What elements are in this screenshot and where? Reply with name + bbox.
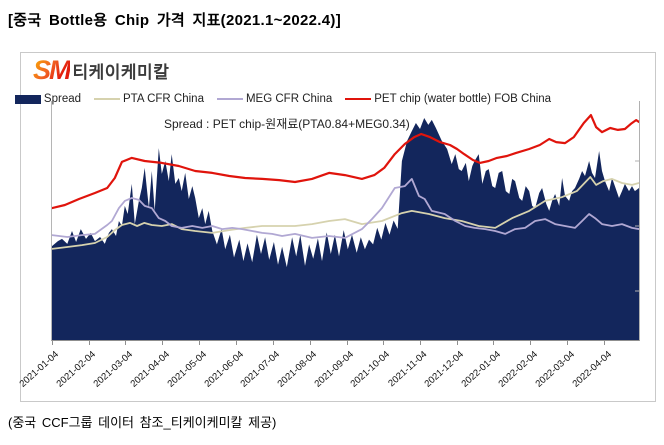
x-tick-mark bbox=[162, 341, 164, 345]
x-tick-mark bbox=[52, 341, 53, 345]
x-tick-mark bbox=[346, 341, 348, 345]
x-tick-label: 2022-04-04 bbox=[570, 349, 614, 390]
x-tick-label: 2021-03-04 bbox=[91, 349, 135, 390]
x-tick-mark bbox=[493, 341, 495, 345]
legend-item-meg: MEG CFR China bbox=[216, 93, 333, 105]
x-tick-mark bbox=[383, 341, 385, 345]
x-tick-mark bbox=[88, 341, 90, 345]
page-title: [중국 Bottle용 Chip 가격 지표(2021.1~2022.4)] bbox=[8, 12, 341, 29]
series-pet bbox=[52, 114, 639, 210]
legend-label-pta: PTA CFR China bbox=[123, 93, 204, 105]
x-tick-label: 2022-03-04 bbox=[533, 349, 577, 390]
x-tick-label: 2022-02-04 bbox=[496, 349, 540, 390]
company-logo: SM 티케이케미칼 bbox=[33, 57, 169, 84]
legend-item-spread: Spread bbox=[14, 93, 82, 105]
x-tick-mark bbox=[125, 341, 127, 345]
x-tick-label: 2021-11-04 bbox=[386, 349, 430, 390]
legend-label-pet: PET chip (water bottle) FOB China bbox=[374, 93, 552, 105]
chart-canvas bbox=[52, 114, 639, 340]
legend-marker-pta bbox=[94, 97, 121, 101]
legend-marker-spread bbox=[14, 94, 41, 104]
legend-label-spread: Spread bbox=[43, 93, 82, 105]
chart-panel: SM 티케이케미칼 Spread PTA CFR China MEG CFR Chi… bbox=[14, 52, 656, 402]
x-tick-label: 2021-04-04 bbox=[128, 349, 172, 390]
x-tick-mark bbox=[199, 341, 201, 345]
source-caption: (중국 CCF그룹 데이터 참조_티케이케미칼 제공) bbox=[8, 415, 277, 430]
spread-formula-annotation: Spread : PET chip-원재료(PTA0.84+MEG0.34) bbox=[164, 117, 410, 131]
x-tick-label: 2021-12-04 bbox=[422, 349, 467, 390]
x-tick-mark bbox=[567, 341, 569, 345]
chart-legend: Spread PTA CFR China MEG CFR China PET chip… bbox=[14, 93, 655, 105]
plot-area bbox=[51, 101, 640, 341]
x-tick-mark bbox=[604, 341, 606, 345]
x-tick-mark bbox=[309, 341, 311, 345]
legend-item-pet: PET chip (water bottle) FOB China bbox=[345, 93, 551, 105]
x-tick-mark bbox=[236, 341, 238, 345]
x-tick-label: 2022-01-04 bbox=[459, 349, 503, 390]
series-meg bbox=[52, 178, 639, 239]
legend-label-meg: MEG CFR China bbox=[245, 93, 333, 105]
x-tick-label: 2021-08-04 bbox=[275, 349, 320, 390]
sm-logo-mark: SM bbox=[33, 55, 71, 85]
legend-marker-meg bbox=[216, 97, 243, 101]
x-tick-mark bbox=[457, 341, 459, 345]
x-tick-mark bbox=[272, 341, 274, 345]
x-tick-label: 2021-05-04 bbox=[165, 349, 209, 390]
x-tick-mark bbox=[530, 341, 532, 345]
company-name-label: 티케이케미칼 bbox=[72, 63, 170, 82]
x-tick-label: 2021-10-04 bbox=[348, 349, 393, 390]
x-tick-label: 2021-07-04 bbox=[238, 349, 283, 390]
x-tick-label: 2021-01-04 bbox=[17, 349, 62, 390]
series-pta bbox=[52, 176, 639, 250]
x-tick-label: 2021-06-04 bbox=[202, 349, 246, 390]
series-spread bbox=[52, 118, 639, 340]
x-tick-mark bbox=[420, 341, 422, 345]
x-axis: 2021-01-04 2021-02-04 2021-03-04 2021-04-04… bbox=[18, 341, 639, 399]
legend-item-pta: PTA CFR China bbox=[94, 93, 204, 105]
legend-marker-pet bbox=[345, 97, 372, 101]
x-tick-label: 2021-02-04 bbox=[54, 349, 99, 390]
